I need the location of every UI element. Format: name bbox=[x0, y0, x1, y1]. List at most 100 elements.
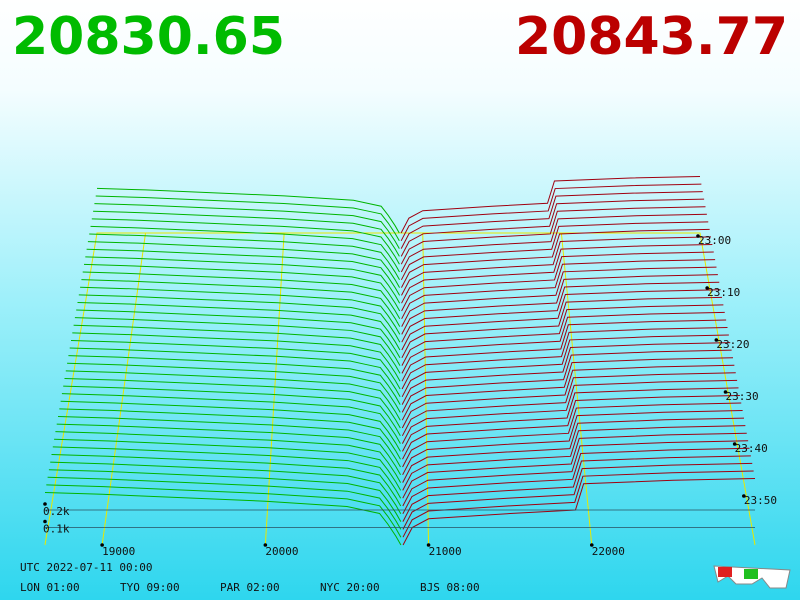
ask-depth-line bbox=[402, 425, 746, 491]
ask-depth-line bbox=[400, 206, 706, 265]
ask-depth-line bbox=[402, 470, 754, 538]
x-tick-label: 21000 bbox=[429, 545, 462, 558]
ask-depth-line bbox=[401, 349, 732, 413]
ask-depth-line bbox=[401, 372, 736, 437]
tick-dot bbox=[43, 502, 47, 506]
bid-depth-line bbox=[64, 377, 401, 429]
ask-depth-line bbox=[402, 440, 749, 507]
bid-depth-line bbox=[81, 279, 401, 327]
bid-depth-line bbox=[78, 294, 401, 343]
bid-depth-line bbox=[63, 385, 401, 437]
ask-depth-line bbox=[402, 462, 753, 530]
ask-depth-line bbox=[401, 259, 716, 320]
bid-depth-line bbox=[87, 241, 401, 288]
bid-depth-line bbox=[44, 492, 402, 546]
ask-depth-line bbox=[402, 410, 743, 476]
time-tick-label: 23:00 bbox=[698, 234, 731, 247]
ask-depth-line bbox=[401, 289, 721, 351]
tick-dot bbox=[263, 543, 268, 547]
bid-depth-line bbox=[94, 203, 400, 249]
ask-depth-line bbox=[400, 221, 709, 281]
x-tick-label: 20000 bbox=[265, 545, 298, 558]
time-zone: BJS 08:00 bbox=[420, 581, 480, 594]
time-zone: PAR 02:00 bbox=[220, 581, 280, 594]
bid-depth-line bbox=[89, 233, 400, 281]
tick-dot bbox=[732, 442, 737, 446]
tick-dot bbox=[426, 543, 431, 547]
floor-frame bbox=[44, 232, 756, 546]
tick-dot bbox=[742, 494, 746, 498]
bid-depth-line bbox=[73, 324, 401, 374]
bid-depth-line bbox=[67, 362, 401, 413]
ask-depth-line bbox=[401, 228, 710, 288]
bid-depth-line bbox=[54, 438, 402, 491]
ask-depth-line bbox=[401, 266, 717, 327]
ask-depth-line bbox=[401, 357, 734, 421]
bid-depth-line bbox=[86, 248, 401, 296]
y-tick-label: 0.2k bbox=[43, 505, 70, 518]
ask-depth-line bbox=[401, 327, 728, 390]
bid-depth-line bbox=[80, 286, 401, 335]
bid-depth-line bbox=[82, 271, 401, 320]
bid-depth-line bbox=[91, 218, 400, 265]
plot: 19000 20000 21000 22000 0.1k 0.2k 23:00 23:10 23… bbox=[43, 176, 777, 558]
ask-depth-line bbox=[402, 402, 742, 468]
tick-dot bbox=[589, 543, 594, 547]
bid-depth-line bbox=[52, 446, 402, 499]
bid-price: 20830.65 bbox=[12, 7, 285, 67]
time-tick-label: 23:50 bbox=[744, 494, 777, 507]
tick-dot bbox=[43, 519, 47, 524]
bid-depth-line bbox=[76, 309, 401, 359]
ask-depth-line bbox=[402, 478, 756, 546]
time-tick-label: 23:30 bbox=[726, 390, 759, 403]
ask-depth-line bbox=[401, 379, 738, 444]
x-tick-label: 19000 bbox=[102, 545, 135, 558]
time-tick-label: 23:20 bbox=[716, 338, 749, 351]
grid-line bbox=[560, 232, 593, 546]
bid-depth-line bbox=[56, 423, 401, 476]
ask-depth-line bbox=[402, 432, 747, 499]
y-tick-label: 0.1k bbox=[43, 523, 70, 536]
ask-depth-line bbox=[401, 296, 723, 359]
x-tick-label: 22000 bbox=[592, 545, 625, 558]
bid-depth-line bbox=[96, 187, 400, 234]
tick-dot bbox=[705, 286, 709, 290]
bid-depth-line bbox=[65, 370, 401, 421]
glasses-icon bbox=[713, 565, 791, 589]
bid-depth-line bbox=[59, 408, 401, 460]
grid-line bbox=[264, 232, 285, 546]
ask-depth-line bbox=[401, 311, 725, 374]
bid-depth-line bbox=[46, 484, 402, 538]
ask-depth-line bbox=[400, 183, 702, 242]
bid-depth-line bbox=[48, 469, 402, 522]
ask-depth-line bbox=[400, 213, 707, 273]
ask-depth-line bbox=[400, 176, 701, 234]
ask-depth-line bbox=[401, 304, 724, 366]
time-tick-label: 23:10 bbox=[707, 286, 740, 299]
bid-depth-line bbox=[83, 263, 401, 312]
time-zone: LON 01:00 bbox=[20, 581, 80, 594]
date: UTC 2022-07-11 00:00 bbox=[20, 561, 152, 574]
ask-price: 20843.77 bbox=[515, 7, 788, 67]
ask-depth-line bbox=[401, 274, 718, 335]
bid-depth-line bbox=[85, 256, 401, 304]
bid-depth-line bbox=[47, 476, 402, 530]
time-zone: TYO 09:00 bbox=[120, 581, 180, 594]
ask-depth-line bbox=[401, 342, 731, 405]
ask-depth-line bbox=[401, 364, 735, 429]
ask-depth-line bbox=[401, 251, 714, 312]
bid-depth-line bbox=[77, 301, 401, 351]
bid-depth-line bbox=[93, 210, 400, 257]
ask-depth-line bbox=[400, 198, 705, 257]
tick-dot bbox=[714, 338, 719, 342]
bid-depth-line bbox=[50, 461, 402, 515]
bid-depth-line bbox=[51, 453, 402, 507]
bid-depth-line bbox=[69, 347, 401, 398]
bid-depth-line bbox=[72, 332, 401, 382]
ask-depth-line bbox=[402, 394, 740, 460]
ask-depth-line bbox=[401, 236, 712, 296]
ask-depth-line bbox=[400, 191, 703, 249]
tick-dot bbox=[100, 543, 104, 547]
